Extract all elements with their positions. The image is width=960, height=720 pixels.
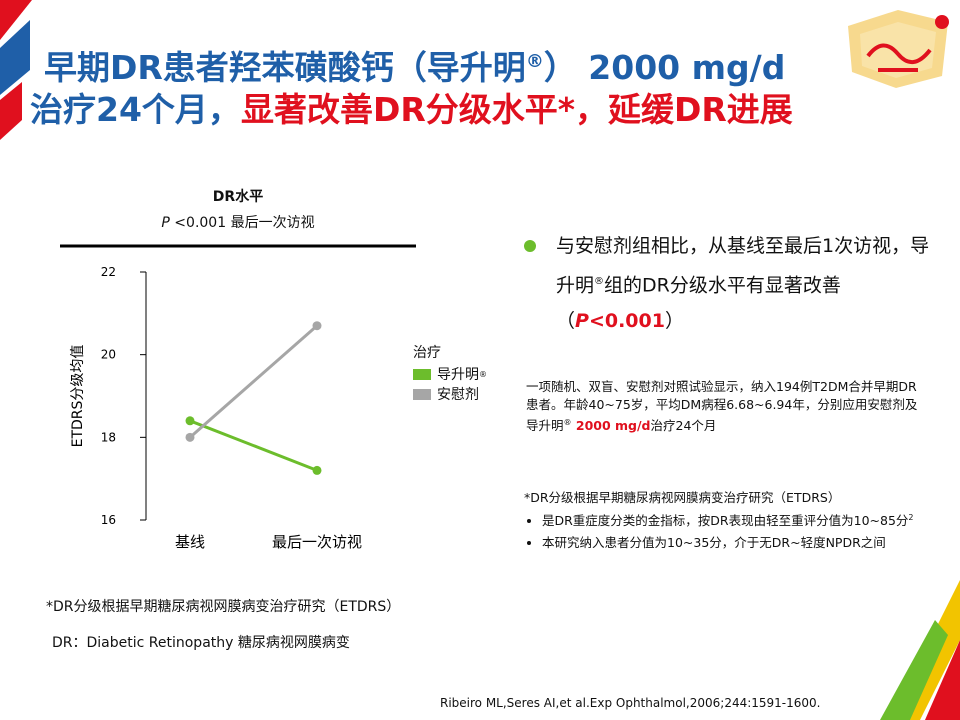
- reference-citation: Ribeiro ML,Seres AI,et al.Exp Ophthalmol…: [440, 696, 821, 710]
- study-text-part2: 治疗24个月: [650, 418, 717, 434]
- study-dose: 2000 mg/d: [571, 418, 651, 434]
- corner-decoration-top-left: [0, 0, 32, 140]
- legend-title: 治疗: [413, 345, 441, 361]
- corner-decoration-bottom-right: [880, 580, 960, 720]
- etdrs-list: 是DR重症度分类的金指标，按DR表现由轻至重评分值为10~85分2 本研究纳入患…: [524, 509, 934, 552]
- event-logo-icon: [848, 10, 949, 88]
- series-line-0: [189, 419, 318, 472]
- legend-label-drug: 导升明: [437, 367, 479, 383]
- x-tick-label-0: 基线: [175, 533, 205, 551]
- study-description: 一项随机、双盲、安慰剂对照试验显示，纳入194例T2DM合并早期DR患者。年龄4…: [526, 378, 926, 435]
- title-line2-part2: 显著改善DR分级水平*，延缓DR进展: [240, 90, 793, 129]
- main-finding-text: 与安慰剂组相比，从基线至最后1次访视，导升明®组的DR分级水平有显著改善（P<0…: [556, 228, 930, 339]
- dr-definition: DR：Diabetic Retinopathy 糖尿病视网膜病变: [52, 635, 350, 651]
- chart-subtitle: P <0.001 最后一次访视: [60, 212, 416, 232]
- legend-label-placebo: 安慰剂: [437, 387, 479, 403]
- etdrs-item-1: 是DR重症度分类的金指标，按DR表现由轻至重评分值为10~85分2: [542, 509, 934, 530]
- series-1-point-1: [312, 321, 322, 331]
- finding-text-close: ）: [664, 310, 684, 333]
- study-registered: ®: [563, 418, 572, 427]
- title-registered-mark: ®: [525, 51, 544, 72]
- page-title-line-1: 早期DR患者羟苯磺酸钙（导升明®） 2000 mg/d: [44, 42, 785, 88]
- etdrs-note: *DR分级根据早期糖尿病视网膜病变治疗研究（ETDRS） 是DR重症度分类的金指…: [524, 489, 934, 556]
- footnote: *DR分级根据早期糖尿病视网膜病变治疗研究（ETDRS）: [46, 599, 401, 615]
- y-tick-label-0: 16: [101, 513, 116, 527]
- y-axis-label: ETDRS分级均值: [70, 345, 86, 448]
- x-tick-label-1: 最后一次访视: [272, 533, 362, 551]
- bullet-dot-icon: [524, 240, 536, 252]
- finding-p-value: P<0.001: [575, 310, 665, 333]
- title-line1-text: 早期DR患者羟苯磺酸钙（导升明: [44, 48, 526, 87]
- y-tick-label-2: 20: [101, 348, 116, 362]
- etdrs-heading: *DR分级根据早期糖尿病视网膜病变治疗研究（ETDRS）: [524, 490, 841, 505]
- series-line-1: [189, 324, 318, 439]
- legend-swatch-drug: [413, 368, 431, 380]
- chart-title: DR水平: [212, 189, 264, 205]
- chart-subtitle-rest: <0.001 最后一次访视: [169, 215, 315, 231]
- finding-text-after: 组的DR分级水平有显著改善（: [556, 274, 841, 333]
- y-tick-label-1: 18: [101, 430, 116, 444]
- legend-swatch-placebo: [413, 388, 431, 400]
- etdrs-item-2: 本研究纳入患者分值为10~35分，介于无DR~轻度NPDR之间: [542, 534, 934, 552]
- finding-text-main: 与安慰剂组相比，从基线至最后1次访视，导升明: [556, 235, 930, 297]
- legend-drug-registered: ®: [479, 369, 487, 379]
- study-text-part1: 一项随机、双盲、安慰剂对照试验显示，纳入194例T2DM合并早期DR患者。年龄4…: [526, 379, 918, 434]
- main-finding-bullet: 与安慰剂组相比，从基线至最后1次访视，导升明®组的DR分级水平有显著改善（P<0…: [520, 228, 930, 339]
- title-line2-part1: 治疗24个月，: [30, 90, 241, 129]
- page-title-line-2: 治疗24个月，显著改善DR分级水平*，延缓DR进展: [30, 90, 793, 130]
- legend-item-placebo: 安慰剂: [413, 384, 479, 404]
- finding-registered: ®: [594, 276, 605, 287]
- series-1-point-0: [185, 432, 195, 442]
- chart-subtitle-p: P: [161, 215, 170, 231]
- series-0-point-0: [185, 416, 195, 426]
- title-line1-end: ） 2000 mg/d: [543, 48, 786, 87]
- legend-item-drug: 导升明 ®: [413, 364, 487, 384]
- y-tick-label-3: 22: [101, 265, 116, 279]
- series-0-point-1: [312, 465, 322, 475]
